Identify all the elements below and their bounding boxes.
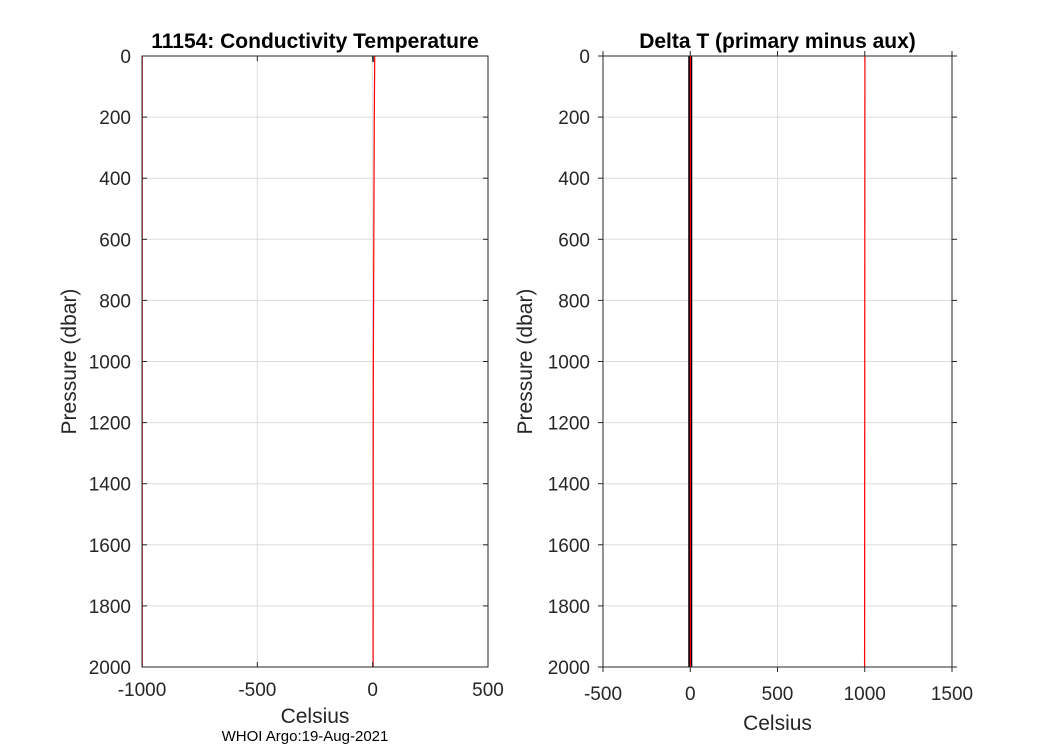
x-axis-label: Celsius [743,712,812,735]
y-tick-label: 2000 [89,658,131,679]
footer-text: WHOI Argo:19-Aug-2021 [222,728,389,745]
x-tick-label: 0 [685,684,696,705]
y-tick-label: 1200 [89,414,131,435]
y-tick-label: 1600 [548,536,590,557]
y-tick-label: 200 [99,108,131,129]
x-tick-label: 1500 [931,684,973,705]
y-tick-label: 1400 [89,475,131,496]
y-tick-label: 600 [99,230,131,251]
chart-title: Delta T (primary minus aux) [639,30,916,53]
y-tick-label: 2000 [548,658,590,679]
y-tick-label: 1800 [89,597,131,618]
y-tick-label: 0 [120,47,131,68]
y-tick-label: 800 [558,291,590,312]
y-tick-label: 1000 [89,353,131,374]
y-tick-label: 600 [558,230,590,251]
y-tick-label: 1600 [89,536,131,557]
x-tick-label: 1000 [844,684,886,705]
x-tick-label: -1000 [118,680,167,701]
y-tick-label: 400 [558,169,590,190]
y-tick-label: 1000 [548,353,590,374]
y-axis-label: Pressure (dbar) [58,289,81,435]
x-tick-label: 500 [472,680,504,701]
temperature-panel: -1000 -500 0 500 0 200 400 600 800 1000 1200 1400 16… [58,30,504,728]
x-tick-label: 0 [367,680,378,701]
series-line-1 [372,55,376,668]
y-tick-label: 1400 [548,475,590,496]
x-tick-label: 500 [762,684,794,705]
y-axis-label: Pressure (dbar) [514,289,537,435]
delta-t-panel: -500 0 500 1000 1500 0 200 400 600 800 1000 1200 140… [514,30,973,735]
y-tick-label: 1800 [548,597,590,618]
y-tick-label: 1200 [548,414,590,435]
y-tick-label: 400 [99,169,131,190]
y-tick-label: 800 [99,291,131,312]
x-tick-label: -500 [238,680,276,701]
x-tick-label: -500 [584,684,622,705]
y-tick-label: 0 [579,47,590,68]
x-axis-label: Celsius [281,705,350,728]
chart-title: 11154: Conductivity Temperature [151,30,479,53]
y-tick-label: 200 [558,108,590,129]
